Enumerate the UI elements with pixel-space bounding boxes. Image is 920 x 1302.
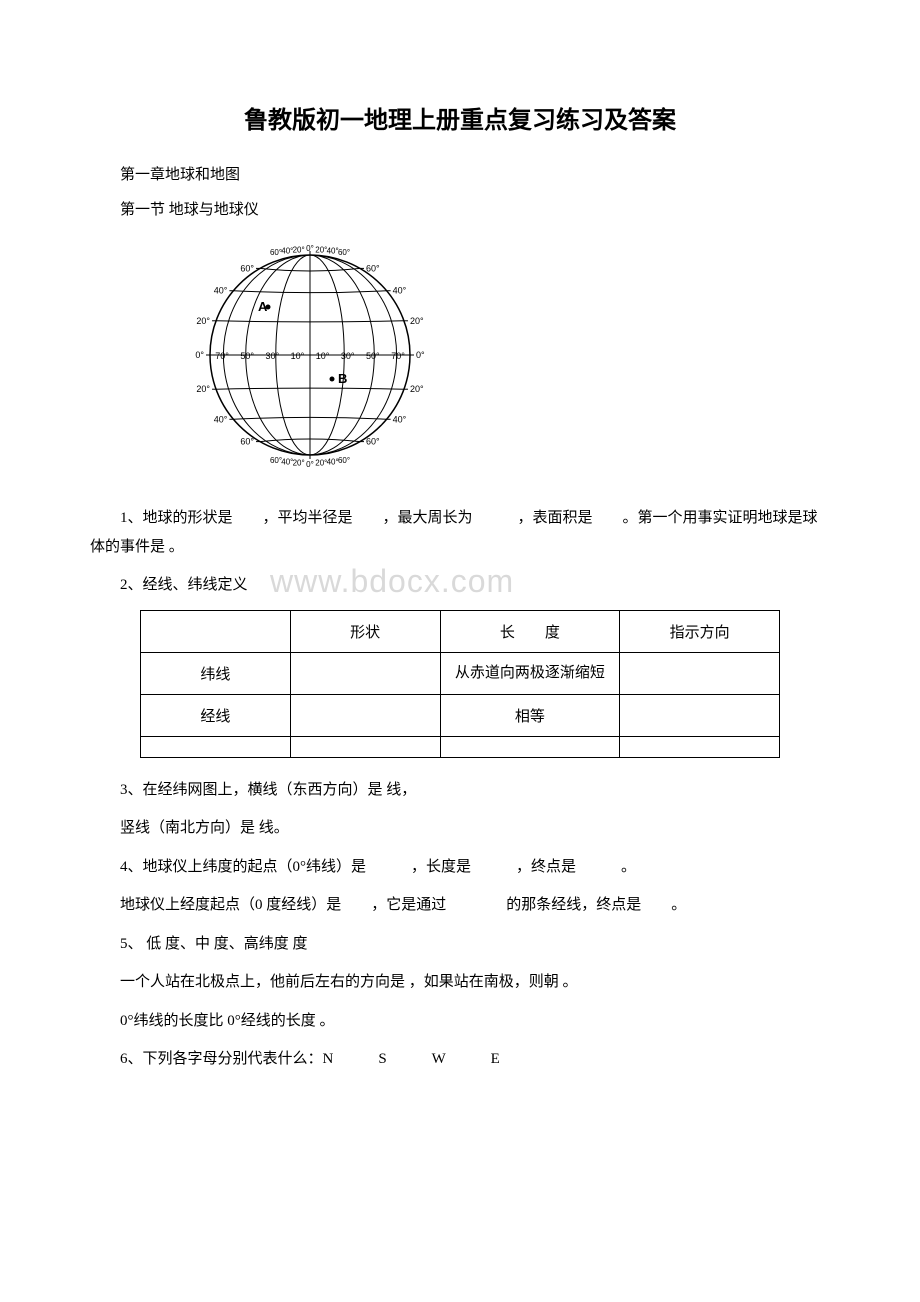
svg-text:60°: 60°	[338, 248, 350, 257]
th-direction: 指示方向	[620, 610, 780, 652]
table-cell: 纬线	[141, 652, 291, 694]
svg-text:A: A	[258, 299, 268, 314]
question-3a: 3、在经纬网图上，横线（东西方向）是 线，	[90, 776, 830, 805]
svg-text:20°: 20°	[410, 316, 424, 326]
question-5a: 5、 低 度、中 度、高纬度 度	[90, 930, 830, 959]
svg-text:60°: 60°	[270, 456, 282, 465]
table-header-row: 形状 长 度 指示方向	[141, 610, 780, 652]
th-length: 长 度	[440, 610, 620, 652]
globe-diagram: 60°60°40°40°20°20°0°0°20°20°40°40°60°60°…	[180, 235, 830, 480]
svg-text:70°: 70°	[391, 351, 405, 361]
svg-text:50°: 50°	[366, 351, 380, 361]
svg-text:0°: 0°	[416, 350, 425, 360]
question-2: 2、经线、纬线定义	[90, 571, 830, 600]
question-4a: 4、地球仪上纬度的起点（0°纬线）是 ，长度是 ，终点是 。	[90, 853, 830, 882]
table-cell	[141, 736, 291, 757]
svg-text:20°: 20°	[293, 459, 305, 468]
svg-text:60°: 60°	[366, 263, 380, 273]
svg-text:40°: 40°	[214, 286, 228, 296]
th-shape: 形状	[290, 610, 440, 652]
svg-text:40°: 40°	[281, 247, 293, 256]
svg-text:0°: 0°	[306, 244, 314, 253]
th-blank	[141, 610, 291, 652]
section-heading: 第一节 地球与地球仪	[90, 198, 830, 219]
question-5c: 0°纬线的长度比 0°经线的长度 。	[90, 1007, 830, 1036]
svg-text:30°: 30°	[341, 351, 355, 361]
question-1: 1、地球的形状是 ，平均半径是 ，最大周长为 ，表面积是 。第一个用事实证明地球…	[90, 504, 830, 561]
definition-table: 形状 长 度 指示方向 纬线 从赤道向两极逐渐缩短经线 相等	[140, 610, 780, 758]
table-cell	[620, 736, 780, 757]
table-cell	[290, 652, 440, 694]
table-cell: 经线	[141, 694, 291, 736]
svg-text:20°: 20°	[196, 384, 210, 394]
table-row: 纬线 从赤道向两极逐渐缩短	[141, 652, 780, 694]
svg-text:60°: 60°	[366, 437, 380, 447]
svg-text:20°: 20°	[410, 384, 424, 394]
svg-text:40°: 40°	[327, 247, 339, 256]
table-cell	[440, 736, 620, 757]
svg-text:10°: 10°	[291, 351, 305, 361]
table-cell	[620, 694, 780, 736]
svg-text:B: B	[338, 371, 347, 386]
chapter-heading: 第一章地球和地图	[90, 163, 830, 184]
svg-text:40°: 40°	[393, 414, 407, 424]
svg-text:20°: 20°	[196, 316, 210, 326]
table-row	[141, 736, 780, 757]
svg-text:70°: 70°	[215, 351, 229, 361]
svg-text:0°: 0°	[195, 350, 204, 360]
svg-text:20°: 20°	[293, 245, 305, 254]
svg-text:40°: 40°	[327, 457, 339, 466]
svg-text:50°: 50°	[240, 351, 254, 361]
svg-text:0°: 0°	[306, 460, 314, 469]
svg-text:60°: 60°	[338, 456, 350, 465]
table-cell	[620, 652, 780, 694]
svg-text:30°: 30°	[265, 351, 279, 361]
svg-text:60°: 60°	[270, 248, 282, 257]
question-5b: 一个人站在北极点上，他前后左右的方向是 ，如果站在南极，则朝 。	[90, 968, 830, 997]
table-cell: 从赤道向两极逐渐缩短	[440, 652, 620, 694]
svg-text:20°: 20°	[315, 459, 327, 468]
question-3b: 竖线（南北方向）是 线。	[90, 814, 830, 843]
question-4b: 地球仪上经度起点（0 度经线）是 ，它是通过 的那条经线，终点是 。	[90, 891, 830, 920]
table-cell: 相等	[440, 694, 620, 736]
svg-text:40°: 40°	[393, 286, 407, 296]
svg-text:20°: 20°	[315, 245, 327, 254]
svg-text:60°: 60°	[240, 437, 254, 447]
table-cell	[290, 694, 440, 736]
question-6: 6、下列各字母分别代表什么：N S W E	[90, 1045, 830, 1074]
table-cell	[290, 736, 440, 757]
svg-text:10°: 10°	[316, 351, 330, 361]
svg-text:40°: 40°	[281, 457, 293, 466]
svg-text:40°: 40°	[214, 414, 228, 424]
page-title: 鲁教版初一地理上册重点复习练习及答案	[90, 100, 830, 135]
svg-text:60°: 60°	[240, 263, 254, 273]
table-row: 经线 相等	[141, 694, 780, 736]
